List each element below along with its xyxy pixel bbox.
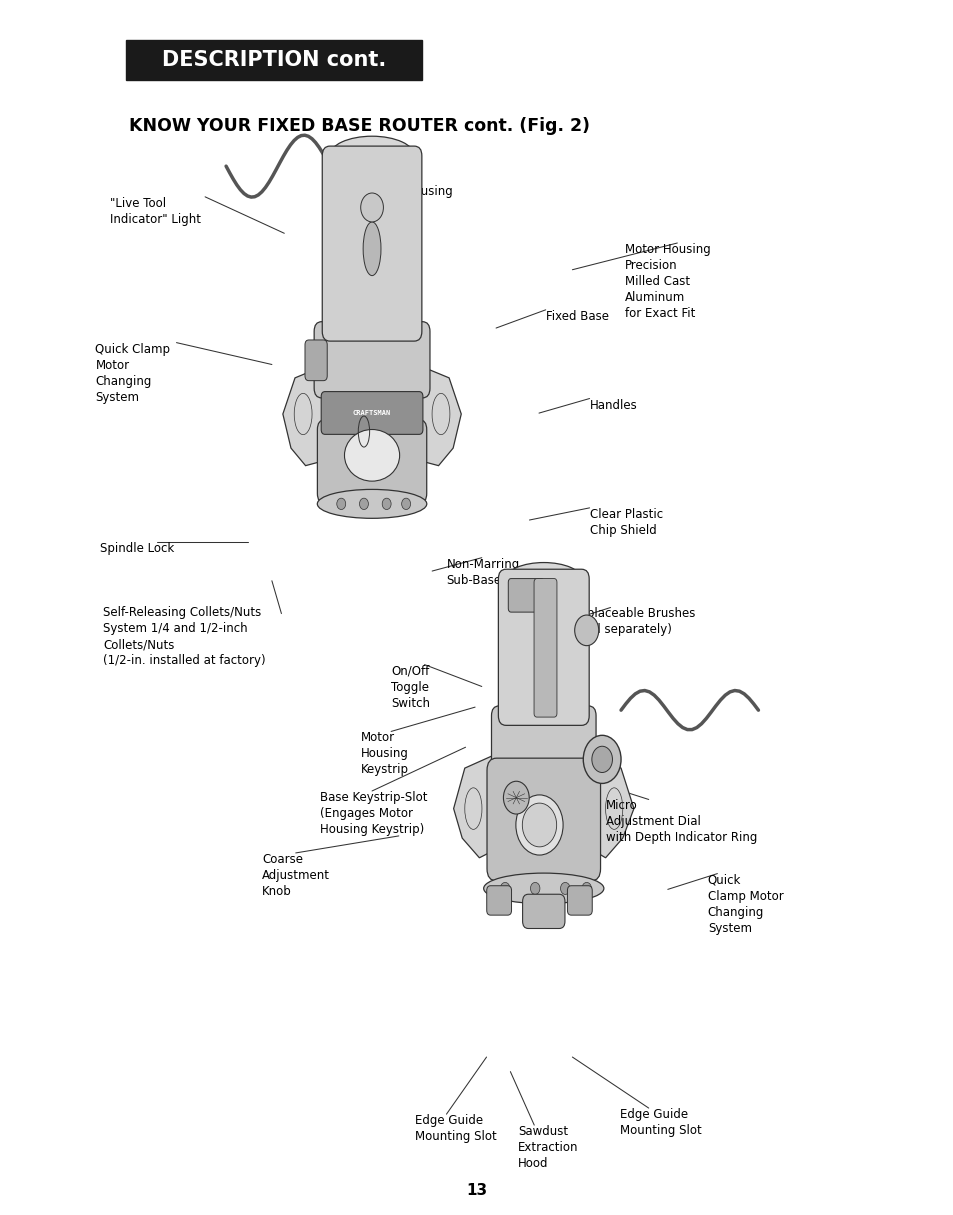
- Text: Handles: Handles: [589, 399, 637, 412]
- Polygon shape: [282, 366, 325, 465]
- FancyBboxPatch shape: [508, 578, 543, 612]
- Text: Quick Clamp
Motor
Changing
System: Quick Clamp Motor Changing System: [95, 343, 171, 403]
- FancyBboxPatch shape: [322, 146, 421, 341]
- Text: Non-Marring
Sub-Base: Non-Marring Sub-Base: [446, 558, 519, 587]
- FancyBboxPatch shape: [321, 391, 422, 434]
- Text: Motor
Housing
Keystrip: Motor Housing Keystrip: [360, 731, 408, 776]
- Text: CRAFTSMAN: CRAFTSMAN: [353, 409, 391, 416]
- Text: DESCRIPTION cont.: DESCRIPTION cont.: [161, 50, 386, 70]
- FancyBboxPatch shape: [486, 758, 600, 881]
- Circle shape: [560, 882, 569, 894]
- Text: Quick
Clamp Motor
Changing
System: Quick Clamp Motor Changing System: [707, 874, 782, 934]
- Circle shape: [382, 498, 391, 509]
- Circle shape: [401, 498, 410, 509]
- Ellipse shape: [516, 795, 562, 855]
- FancyBboxPatch shape: [491, 706, 596, 780]
- FancyBboxPatch shape: [567, 886, 592, 915]
- Circle shape: [530, 882, 539, 894]
- Circle shape: [581, 882, 591, 894]
- Text: Edge Guide
Mounting Slot: Edge Guide Mounting Slot: [415, 1114, 497, 1143]
- Circle shape: [360, 193, 383, 222]
- Circle shape: [503, 781, 529, 814]
- Text: Motor Housing
Precision
Milled Cast
Aluminum
for Exact Fit: Motor Housing Precision Milled Cast Alum…: [624, 243, 710, 320]
- Ellipse shape: [317, 490, 426, 519]
- Text: 13: 13: [466, 1183, 487, 1198]
- Text: KNOW YOUR FIXED BASE ROUTER cont. (Fig. 2): KNOW YOUR FIXED BASE ROUTER cont. (Fig. …: [129, 117, 589, 135]
- Circle shape: [500, 882, 509, 894]
- Circle shape: [591, 746, 612, 773]
- Text: Fixed Base: Fixed Base: [545, 310, 608, 323]
- Text: Clear Plastic
Chip Shield: Clear Plastic Chip Shield: [589, 508, 662, 537]
- Text: Motor Housing
Top Cap: Motor Housing Top Cap: [367, 185, 453, 214]
- FancyBboxPatch shape: [486, 886, 511, 915]
- Text: Base Keystrip-Slot
(Engages Motor
Housing Keystrip): Base Keystrip-Slot (Engages Motor Housin…: [319, 791, 427, 836]
- FancyBboxPatch shape: [522, 894, 564, 928]
- FancyBboxPatch shape: [534, 578, 557, 717]
- FancyBboxPatch shape: [126, 40, 421, 80]
- Ellipse shape: [344, 429, 399, 481]
- Ellipse shape: [363, 222, 380, 276]
- Circle shape: [336, 498, 345, 509]
- Text: Edge Guide
Mounting Slot: Edge Guide Mounting Slot: [619, 1108, 701, 1137]
- Polygon shape: [590, 753, 633, 858]
- Text: Micro
Adjustment Dial
with Depth Indicator Ring: Micro Adjustment Dial with Depth Indicat…: [605, 799, 757, 844]
- Text: "Live Tool
Indicator" Light: "Live Tool Indicator" Light: [110, 197, 200, 226]
- Ellipse shape: [329, 136, 415, 175]
- Polygon shape: [418, 366, 461, 465]
- Text: Spindle Lock: Spindle Lock: [100, 542, 174, 555]
- Circle shape: [359, 498, 368, 509]
- Text: Coarse
Adjustment
Knob: Coarse Adjustment Knob: [262, 853, 330, 898]
- Text: Replaceable Brushes
(sold separately): Replaceable Brushes (sold separately): [572, 608, 695, 637]
- Ellipse shape: [483, 874, 603, 904]
- Text: On/Off
Toggle
Switch: On/Off Toggle Switch: [391, 665, 430, 710]
- FancyBboxPatch shape: [317, 420, 426, 503]
- Circle shape: [574, 615, 598, 645]
- Ellipse shape: [505, 563, 581, 595]
- FancyBboxPatch shape: [314, 322, 430, 399]
- Polygon shape: [453, 753, 496, 858]
- FancyBboxPatch shape: [497, 569, 589, 725]
- Text: Self-Releasing Collets/Nuts
System 1/4 and 1/2-inch
Collets/Nuts
(1/2-in. instal: Self-Releasing Collets/Nuts System 1/4 a…: [103, 606, 265, 667]
- Circle shape: [522, 803, 557, 847]
- FancyBboxPatch shape: [305, 340, 327, 380]
- Text: Sawdust
Extraction
Hood: Sawdust Extraction Hood: [517, 1125, 578, 1170]
- Circle shape: [582, 735, 620, 784]
